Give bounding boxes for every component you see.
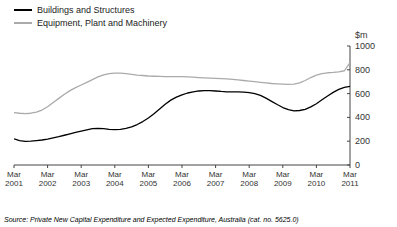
x-tick <box>114 165 115 168</box>
x-tick-label: Mar2009 <box>274 170 292 188</box>
x-tick-label: Mar2006 <box>173 170 191 188</box>
plot-lines <box>14 63 350 142</box>
legend-label: Buildings and Structures <box>37 5 135 15</box>
series-line <box>14 63 350 114</box>
chart: 0 200 400 600 800 1000$m Mar2001 Mar2002 Mar2003… <box>0 0 397 227</box>
x-tick <box>350 165 351 168</box>
x-tick <box>249 165 250 168</box>
x-tick-label: Mar2008 <box>240 170 258 188</box>
x-tick-label: Mar2010 <box>308 170 326 188</box>
x-tick <box>215 165 216 168</box>
y-tick-label: 600 <box>355 89 370 99</box>
y-axis-label: $m <box>355 30 368 40</box>
x-tick-label: Mar2002 <box>39 170 57 188</box>
source-note: Source: Private New Capital Expenditure … <box>4 216 299 224</box>
x-tick <box>81 165 82 168</box>
x-tick-label: Mar2011 <box>341 170 359 188</box>
y-tick <box>347 141 350 142</box>
y-tick-label: 200 <box>355 136 370 146</box>
x-tick-label: Mar2001 <box>5 170 23 188</box>
x-tick-label: Mar2003 <box>72 170 90 188</box>
legend-swatch <box>14 22 32 24</box>
x-tick <box>47 165 48 168</box>
y-tick <box>347 69 350 70</box>
y-tick <box>347 93 350 94</box>
y-tick <box>347 117 350 118</box>
legend-swatch <box>14 9 32 11</box>
x-tick <box>316 165 317 168</box>
x-tick <box>14 165 15 168</box>
x-tick <box>148 165 149 168</box>
y-tick-label: 400 <box>355 112 370 122</box>
x-tick-label: Mar2004 <box>106 170 124 188</box>
y-tick-label: 1000 <box>355 41 375 51</box>
x-tick <box>182 165 183 168</box>
y-tick <box>347 46 350 47</box>
y-tick-label: 800 <box>355 65 370 75</box>
x-tick-label: Mar2005 <box>140 170 158 188</box>
legend-label: Equipment, Plant and Machinery <box>37 18 168 28</box>
y-tick-label: 0 <box>355 160 360 170</box>
x-tick-label: Mar2007 <box>207 170 225 188</box>
x-tick <box>282 165 283 168</box>
